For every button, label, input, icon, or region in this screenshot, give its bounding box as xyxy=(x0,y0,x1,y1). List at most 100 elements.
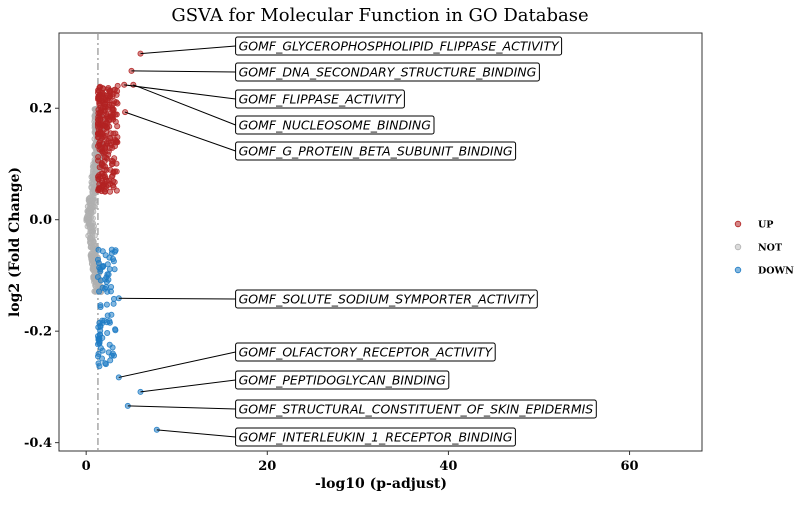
point-up xyxy=(107,180,114,187)
point-up xyxy=(122,109,129,116)
point-down xyxy=(109,344,116,351)
point-down xyxy=(99,284,106,291)
point-up xyxy=(106,101,113,108)
point-up xyxy=(100,162,107,169)
annotation-leader xyxy=(156,429,236,438)
point-up xyxy=(109,144,116,151)
point-up xyxy=(103,154,110,161)
annotation-box xyxy=(235,370,450,390)
point-down xyxy=(108,352,115,359)
annotation-label: GOMF_STRUCTURAL_CONSTITUENT_OF_SKIN_EPID… xyxy=(239,402,594,417)
point-down xyxy=(111,248,118,255)
point-up xyxy=(96,84,103,91)
annotation-label: GOMF_PEPTIDOGLYCAN_BINDING xyxy=(239,373,447,388)
annotation-leader xyxy=(118,297,236,300)
annotation-leader xyxy=(140,379,236,393)
point-up xyxy=(105,85,112,92)
point-down xyxy=(99,347,106,354)
point-down xyxy=(99,355,106,362)
legend-label-up: UP xyxy=(758,220,773,231)
legend-key-down xyxy=(734,266,742,274)
point-not xyxy=(84,217,91,224)
point-up xyxy=(104,115,111,122)
point-up xyxy=(112,136,119,143)
annotation-label: GOMF_OLFACTORY_RECEPTOR_ACTIVITY xyxy=(239,345,494,360)
point-up xyxy=(103,166,110,173)
annotation-box xyxy=(235,399,597,419)
y-tick-label: 0.2 xyxy=(29,102,52,117)
annotation-box xyxy=(235,141,517,161)
point-down xyxy=(106,254,113,261)
legend-label-down: DOWN xyxy=(758,266,794,277)
point-not xyxy=(89,167,96,174)
point-up xyxy=(99,122,106,129)
point-not xyxy=(87,251,94,258)
annotation-label: GOMF_G_PROTEIN_BETA_SUBUNIT_BINDING xyxy=(239,144,513,159)
annotation-leader xyxy=(131,70,236,73)
point-down xyxy=(96,338,103,345)
x-tick-label: 60 xyxy=(621,459,639,474)
point-down xyxy=(95,324,102,331)
point-not xyxy=(90,238,97,245)
point-down xyxy=(95,259,102,266)
point-up xyxy=(112,111,119,118)
annotation-box xyxy=(235,115,435,135)
annotation-box xyxy=(235,342,496,362)
annotation-label: GOMF_NUCLEOSOME_BINDING xyxy=(239,118,432,133)
point-down xyxy=(105,271,112,278)
legend: UP NOT DOWN xyxy=(734,220,794,277)
point-down xyxy=(97,302,104,309)
point-up xyxy=(100,150,107,157)
y-tick-label: -0.4 xyxy=(24,436,52,451)
point-up xyxy=(96,109,103,116)
points-layer xyxy=(83,33,160,451)
y-tick-label: -0.2 xyxy=(24,325,52,340)
point-not xyxy=(87,244,94,251)
point-down xyxy=(110,300,117,307)
legend-key-up xyxy=(734,220,742,228)
point-up xyxy=(100,182,107,189)
axes-layer: 0 20 40 60 -0.4 -0.2 0.0 0.2 xyxy=(24,102,639,474)
point-up xyxy=(95,94,102,101)
chart-title: GSVA for Molecular Function in GO Databa… xyxy=(171,5,588,26)
point-down xyxy=(101,317,108,324)
point-up xyxy=(100,140,107,147)
point-down xyxy=(103,278,110,285)
annotation-leader xyxy=(124,111,236,152)
point-up xyxy=(108,161,115,168)
point-down xyxy=(104,288,111,295)
annotation-label: GOMF_SOLUTE_SODIUM_SYMPORTER_ACTIVITY xyxy=(239,292,536,307)
point-up xyxy=(113,91,120,98)
point-not xyxy=(88,200,95,207)
annotation-box xyxy=(235,36,563,56)
point-up xyxy=(106,134,113,141)
x-axis-title: -log10 (p-adjust) xyxy=(315,476,447,492)
point-up xyxy=(107,188,114,195)
x-tick-label: 0 xyxy=(82,459,91,474)
point-down xyxy=(99,248,106,255)
annotation-leader xyxy=(127,405,236,410)
point-up xyxy=(95,130,102,137)
point-down xyxy=(102,360,109,367)
x-tick-label: 40 xyxy=(439,459,457,474)
point-up xyxy=(114,100,121,107)
legend-label-not: NOT xyxy=(758,243,782,254)
point-up xyxy=(100,133,107,140)
point-up xyxy=(95,153,102,160)
annotation-leader xyxy=(140,45,236,55)
point-not xyxy=(87,230,94,237)
point-down xyxy=(104,329,111,336)
annotation-leader xyxy=(124,84,236,100)
point-down xyxy=(110,258,117,265)
point-up xyxy=(113,168,120,175)
point-up xyxy=(96,100,103,107)
point-up xyxy=(99,104,106,111)
point-not xyxy=(86,207,93,214)
annotation-label: GOMF_DNA_SECONDARY_STRUCTURE_BINDING xyxy=(239,65,537,80)
point-down xyxy=(96,288,103,295)
annotation-label: GOMF_FLIPPASE_ACTIVITY xyxy=(239,92,403,107)
point-not xyxy=(86,208,93,215)
point-down xyxy=(100,262,107,269)
